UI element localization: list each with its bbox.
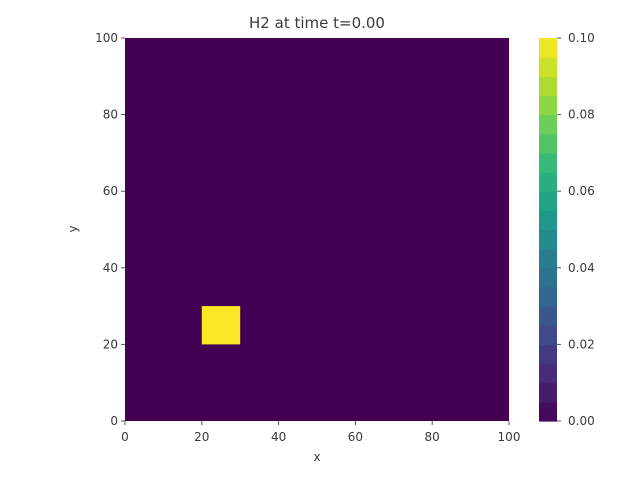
y-tick-label: 20 bbox=[103, 337, 118, 351]
colorbar-tick-label: 0.06 bbox=[568, 184, 595, 198]
colorbar-band bbox=[539, 344, 557, 365]
colorbar-tick-label: 0.04 bbox=[568, 261, 595, 275]
x-axis-label: x bbox=[313, 450, 320, 464]
colorbar-band bbox=[539, 229, 557, 250]
colorbar-band bbox=[539, 133, 557, 154]
x-tick-label: 80 bbox=[425, 430, 440, 444]
plot-area bbox=[125, 38, 509, 421]
y-tick-label: 40 bbox=[103, 261, 118, 275]
y-tick-label: 60 bbox=[103, 184, 118, 198]
x-tick-label: 60 bbox=[348, 430, 363, 444]
y-tick-label: 0 bbox=[110, 414, 118, 428]
y-tick-label: 80 bbox=[103, 108, 118, 122]
colorbar-band bbox=[539, 325, 557, 345]
x-tick-label: 40 bbox=[271, 430, 286, 444]
colorbar-tick-label: 0.10 bbox=[568, 31, 595, 45]
colorbar-tick-label: 0.08 bbox=[568, 108, 595, 122]
colorbar-band bbox=[539, 306, 557, 326]
x-tick-label: 100 bbox=[498, 430, 521, 444]
x-tick-label: 20 bbox=[194, 430, 209, 444]
colorbar-band bbox=[539, 248, 557, 269]
colorbar-band bbox=[539, 210, 557, 231]
colorbar-band bbox=[539, 172, 557, 192]
colorbar-band bbox=[539, 152, 557, 173]
colorbar-band bbox=[539, 267, 557, 288]
y-axis-label: y bbox=[66, 225, 80, 232]
colorbar-band bbox=[539, 363, 557, 384]
colorbar-band bbox=[539, 76, 557, 97]
y-axis: 0 20 40 60 80 100 bbox=[95, 31, 125, 428]
heatmap-cell bbox=[201, 306, 241, 345]
x-tick-label: 0 bbox=[121, 430, 129, 444]
colorbar-band bbox=[539, 401, 557, 422]
y-tick-label: 100 bbox=[95, 31, 118, 45]
colorbar-band bbox=[539, 95, 557, 116]
colorbar-band bbox=[539, 57, 557, 77]
colorbar-tick-label: 0.00 bbox=[568, 414, 595, 428]
colorbar: 0.00 0.02 0.04 0.06 0.08 0.10 bbox=[539, 31, 595, 428]
colorbar-band bbox=[539, 286, 557, 307]
colorbar-tick-label: 0.02 bbox=[568, 337, 595, 351]
colorbar-band bbox=[539, 114, 557, 135]
colorbar-band bbox=[539, 382, 557, 403]
chart-title: H2 at time t=0.00 bbox=[249, 14, 385, 32]
x-axis: 0 20 40 60 80 100 bbox=[121, 421, 520, 444]
colorbar-band bbox=[539, 191, 557, 211]
colorbar-band bbox=[539, 38, 557, 58]
heatmap-background bbox=[125, 38, 509, 421]
